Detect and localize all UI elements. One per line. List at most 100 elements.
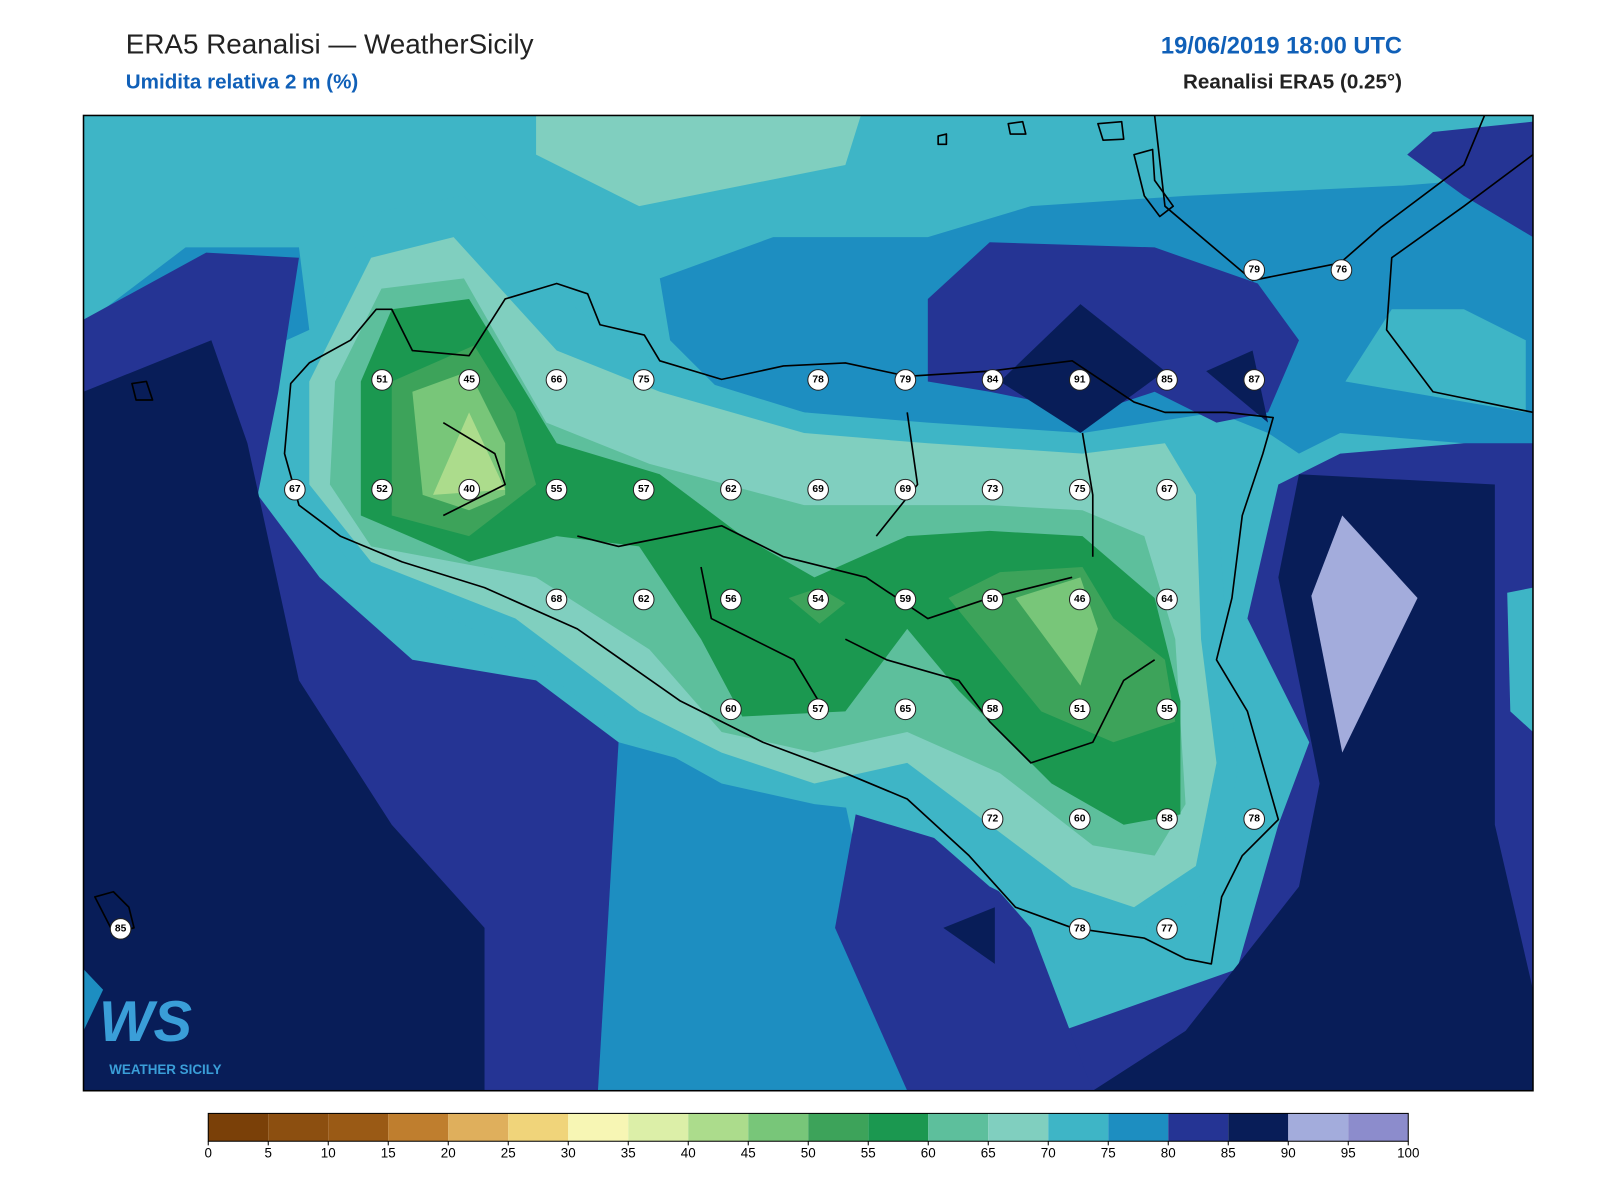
station-marker: [981, 588, 1004, 611]
station: 78: [1243, 808, 1266, 830]
colorbar-tick-label: 70: [1041, 1146, 1056, 1161]
station-value: 62: [725, 484, 737, 495]
station-value: 50: [987, 594, 999, 605]
station: 64: [1156, 588, 1178, 611]
station-value: 78: [1074, 923, 1086, 934]
station-marker: [1243, 808, 1266, 830]
colorbar-segment: [628, 1113, 689, 1142]
station-value: 52: [376, 484, 388, 495]
colorbar-tick-label: 30: [561, 1146, 576, 1161]
station-value: 65: [900, 704, 912, 715]
station-value: 72: [987, 814, 999, 825]
colorbar-segment: [988, 1113, 1049, 1142]
station-marker: [1068, 918, 1091, 940]
station-marker: [1068, 369, 1091, 391]
station-value: 45: [464, 374, 476, 385]
station-marker: [458, 478, 481, 501]
field-75-80: [597, 742, 908, 1091]
station-marker: [894, 698, 917, 721]
station: 67: [1156, 478, 1178, 501]
station: 57: [807, 698, 829, 721]
station-value: 67: [1161, 484, 1173, 495]
station: 46: [1068, 588, 1091, 611]
source: Reanalisi ERA5 (0.25°): [1183, 71, 1402, 94]
province-borders: [442, 412, 1156, 764]
colorbar-segment: [748, 1113, 809, 1142]
colorbar-tick-label: 5: [265, 1146, 272, 1161]
station-value: 57: [812, 704, 824, 715]
colorbar-segment: [568, 1113, 629, 1142]
station-value: 64: [1161, 594, 1173, 605]
map-frame: [82, 114, 1534, 1092]
station-value: 68: [551, 594, 563, 605]
station: 79: [1243, 259, 1266, 281]
station-marker: [1068, 808, 1091, 830]
station-value: 54: [812, 594, 824, 605]
station: 51: [1068, 698, 1091, 721]
station: 79: [894, 369, 917, 391]
colorbar-tick-label: 60: [921, 1146, 936, 1161]
colorbar-segment: [1228, 1113, 1289, 1142]
station: 75: [1068, 478, 1091, 501]
station-marker: [720, 478, 742, 501]
station-value: 84: [987, 374, 999, 385]
coastline: [283, 282, 1280, 965]
station-value: 79: [1248, 265, 1260, 276]
logo-name: WEATHER SICILY: [109, 1062, 221, 1077]
colorbar-segment: [688, 1113, 749, 1142]
station: 59: [894, 588, 917, 611]
station-marker: [1156, 808, 1178, 830]
colorbar-segment: [1288, 1113, 1349, 1142]
station-value: 55: [551, 484, 563, 495]
station-value: 69: [812, 484, 824, 495]
humidity-field: [83, 115, 1533, 1091]
field-85-90: [1092, 474, 1533, 1091]
field-85-90: [1206, 350, 1269, 423]
station-value: 85: [1161, 374, 1173, 385]
colorbar-tick-label: 45: [741, 1146, 756, 1161]
station-value: 76: [1336, 265, 1348, 276]
station-marker: [1243, 259, 1266, 281]
station-value: 51: [376, 374, 388, 385]
title: ERA5 Reanalisi — WeatherSicily: [126, 29, 534, 60]
station: 77: [1156, 918, 1178, 940]
field-55-60: [360, 298, 1181, 825]
station: 60: [720, 698, 742, 721]
station-marker: [1156, 698, 1178, 721]
station: 76: [1330, 259, 1353, 281]
colorbar-tick-label: 75: [1101, 1146, 1116, 1161]
station-value: 58: [1161, 814, 1173, 825]
station: 40: [458, 478, 481, 501]
colorbar-tick-label: 20: [441, 1146, 456, 1161]
stations: 79 76 51 45 66 75 78 79 84 91 85 87 67 52 40 55 57 62 69 69…: [109, 259, 1353, 940]
station: 84: [981, 369, 1004, 391]
station-value: 85: [115, 923, 127, 934]
colorbar-tick-label: 55: [861, 1146, 876, 1161]
colorbar-segment: [1048, 1113, 1109, 1142]
colorbar-segment: [928, 1113, 989, 1142]
station: 54: [807, 588, 829, 611]
station-marker: [1156, 918, 1178, 940]
colorbar-segment: [1168, 1113, 1229, 1142]
station-marker: [632, 369, 655, 391]
colorbar: 0 5 10 15 20 25 30 35 40 45 50 55 60 65 70 75 80 85 90 95 10…: [205, 1112, 1419, 1161]
station-marker: [1068, 698, 1091, 721]
station: 65: [894, 698, 917, 721]
station: 78: [807, 369, 829, 391]
station-value: 57: [638, 484, 650, 495]
station-marker: [1068, 588, 1091, 611]
station-value: 75: [638, 374, 650, 385]
station: 62: [720, 478, 742, 501]
station-value: 66: [551, 374, 563, 385]
station: 73: [981, 478, 1004, 501]
station-value: 73: [987, 484, 999, 495]
datetime: 19/06/2019 18:00 UTC: [1161, 34, 1402, 60]
station-marker: [458, 369, 481, 391]
colorbar-tick-label: 95: [1341, 1146, 1356, 1161]
station: 91: [1068, 369, 1091, 391]
station: 52: [371, 478, 393, 501]
station: 66: [545, 369, 568, 391]
station-value: 60: [1074, 814, 1086, 825]
subtitle: Umidita relativa 2 m (%): [126, 71, 359, 94]
logo-mark: WS: [99, 990, 192, 1054]
